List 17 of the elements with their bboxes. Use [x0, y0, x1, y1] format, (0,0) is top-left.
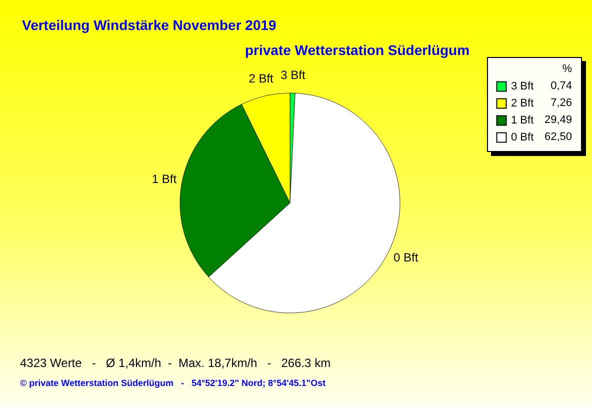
- legend-label: 2 Bft: [511, 98, 534, 110]
- slice-label: 0 Bft: [393, 250, 419, 264]
- chart-subtitle: private Wetterstation Süderlügum: [245, 42, 470, 58]
- legend-title: %: [561, 62, 572, 76]
- data-label: 7,26: [550, 97, 572, 110]
- data-label: 0,74: [550, 80, 572, 93]
- chart-title: Verteilung Windstärke November 2019: [22, 17, 276, 33]
- data-label: 29,49: [543, 114, 572, 127]
- data-label: 62,50: [543, 131, 572, 144]
- legend-label: 1 Bft: [511, 114, 534, 126]
- legend-label: 0 Bft: [511, 132, 534, 144]
- slice-label: 3 Bft: [280, 68, 306, 82]
- text: © private Wetterstation Süderlügum - 54°52'19.2" Nord; 8°54'45.1"Ost: [20, 378, 326, 388]
- text: 4323 Werte - Ø 1,4km/h - Max. 18,7km/h - 266.3 km: [20, 356, 331, 370]
- slice-label: 2 Bft: [248, 71, 274, 86]
- legend-label: 3 Bft: [511, 80, 534, 92]
- slice-label: 1 Bft: [152, 172, 178, 186]
